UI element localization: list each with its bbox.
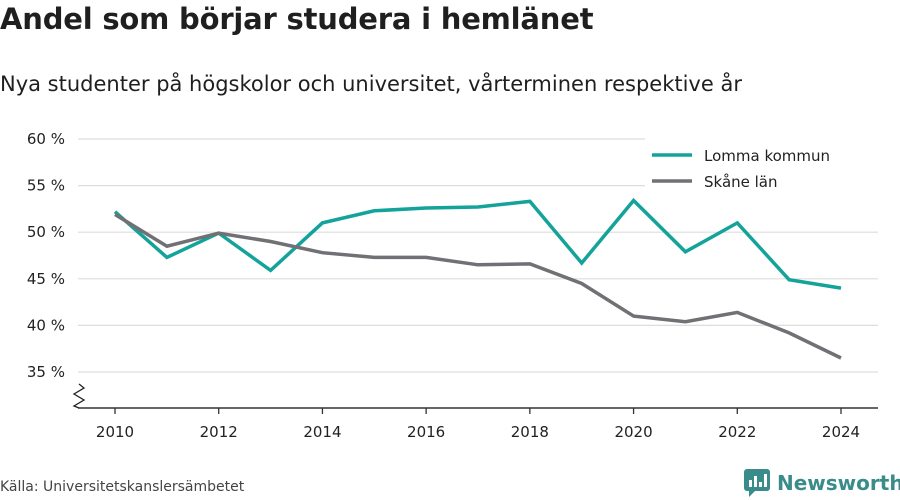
data-point-lomma — [423, 205, 429, 211]
legend-label-lomma: Lomma kommun — [704, 147, 830, 165]
x-tick-label: 2016 — [407, 423, 445, 441]
data-point-lomma — [268, 267, 274, 273]
x-tick-label: 2024 — [822, 423, 860, 441]
data-point-lomma — [631, 198, 637, 204]
x-tick-label: 2020 — [614, 423, 652, 441]
line-chart: 35 % 40 % 45 % 50 % 55 % 60 % 2010 2012 2014 2016… — [26, 130, 885, 441]
axes: 35 % 40 % 45 % 50 % 55 % 60 % 2010 2012 2014 2016… — [27, 130, 878, 441]
y-tick-label: 35 % — [27, 363, 65, 381]
y-tick-label: 50 % — [27, 223, 65, 241]
brand-logo: Newsworthy — [744, 468, 900, 498]
series-line-lomma — [113, 197, 842, 290]
data-point-skane — [527, 261, 533, 267]
x-tick-label: 2022 — [718, 423, 756, 441]
legend-label-skane: Skåne län — [704, 173, 778, 191]
data-point-skane — [475, 262, 481, 268]
data-point-skane — [112, 211, 118, 217]
data-point-skane — [164, 243, 170, 249]
data-point-skane — [268, 239, 274, 245]
legend-background — [645, 138, 885, 198]
legend: Lomma kommun Skåne län — [645, 138, 885, 198]
data-point-lomma — [319, 220, 325, 226]
data-point-skane — [319, 250, 325, 256]
chart-title: Andel som börjar studera i hemlänet — [0, 2, 594, 36]
x-tick-label: 2012 — [200, 423, 238, 441]
axis-break-mark — [72, 383, 86, 409]
data-point-lomma — [734, 220, 740, 226]
source-note: Källa: Universitetskanslersämbetet — [0, 479, 245, 495]
data-point-skane — [631, 313, 637, 319]
data-point-skane — [371, 254, 377, 260]
x-tick-label: 2018 — [511, 423, 549, 441]
data-point-lomma — [838, 285, 844, 291]
data-point-skane — [216, 230, 222, 236]
data-point-lomma — [164, 254, 170, 260]
brand-name: Newsworthy — [777, 471, 900, 495]
data-point-lomma — [579, 260, 585, 266]
y-tick-label: 60 % — [27, 130, 65, 148]
data-point-skane — [838, 355, 844, 361]
y-tick-label: 40 % — [27, 316, 65, 334]
data-point-skane — [579, 280, 585, 286]
x-tick-label: 2010 — [96, 423, 134, 441]
data-point-skane — [423, 254, 429, 260]
data-point-lomma — [371, 208, 377, 214]
x-tick-label: 2014 — [303, 423, 341, 441]
data-point-lomma — [475, 204, 481, 210]
data-point-lomma — [527, 198, 533, 204]
y-tick-label: 45 % — [27, 270, 65, 288]
data-point-lomma — [682, 249, 688, 255]
data-point-skane — [682, 319, 688, 325]
chart-subtitle: Nya studenter på högskolor och universit… — [0, 72, 742, 96]
newsworthy-logo-icon — [744, 469, 770, 497]
data-point-skane — [786, 330, 792, 336]
data-point-skane — [734, 309, 740, 315]
data-point-lomma — [786, 277, 792, 283]
series-line-skane — [114, 213, 842, 360]
y-tick-label: 55 % — [27, 177, 65, 195]
series-lines — [112, 197, 844, 361]
